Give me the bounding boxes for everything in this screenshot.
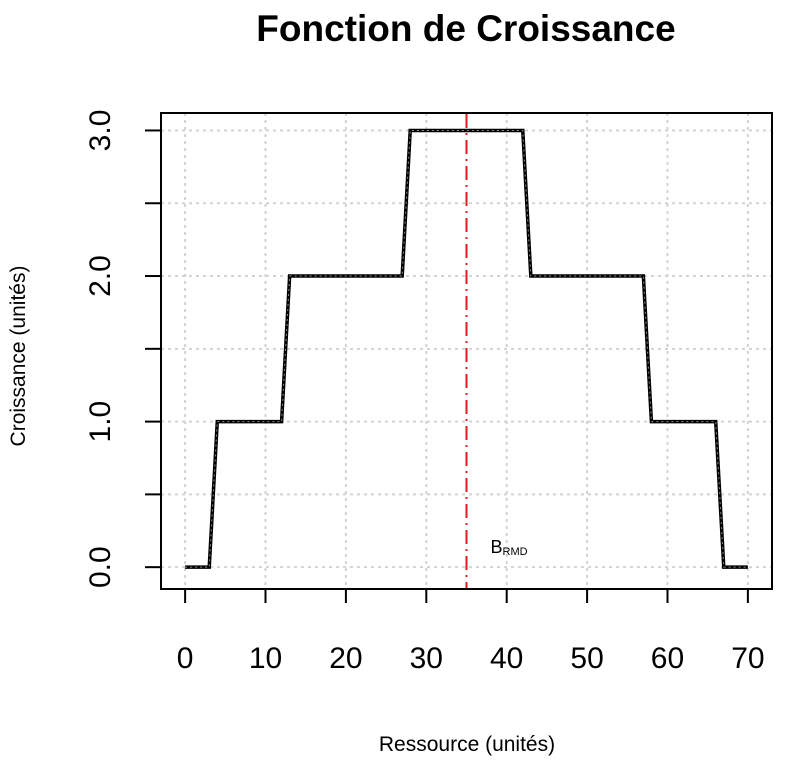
x-tick-label: 30 <box>410 642 443 675</box>
reference-layer: BRMD <box>465 114 528 588</box>
y-tick-label: 3.0 <box>84 110 117 152</box>
x-tick-label: 70 <box>731 642 764 675</box>
x-tick-label: 20 <box>329 642 362 675</box>
series-layer <box>185 128 748 569</box>
reference-label-sub: RMD <box>503 546 528 558</box>
reference-label: BRMD <box>491 537 528 558</box>
x-tick-label: 50 <box>570 642 603 675</box>
x-tick-label: 60 <box>651 642 684 675</box>
y-tick-label: 0.0 <box>84 546 117 588</box>
x-axis-label: Ressource (unités) <box>379 733 555 756</box>
x-axis: 0 10 20 30 40 50 60 70 <box>177 588 765 675</box>
y-axis-label: Croissance (unités) <box>7 266 30 447</box>
reference-label-main: B <box>491 537 503 557</box>
grid <box>161 113 772 589</box>
series-line-highlight <box>185 129 748 568</box>
y-tick-label: 2.0 <box>84 255 117 297</box>
x-tick-label: 0 <box>177 642 194 675</box>
x-tick-label: 40 <box>490 642 523 675</box>
chart-title: Fonction de Croissance <box>256 8 675 49</box>
y-tick-label: 1.0 <box>84 401 117 443</box>
x-tick-label: 10 <box>249 642 282 675</box>
y-axis: 0.0 1.0 2.0 3.0 <box>84 110 162 588</box>
